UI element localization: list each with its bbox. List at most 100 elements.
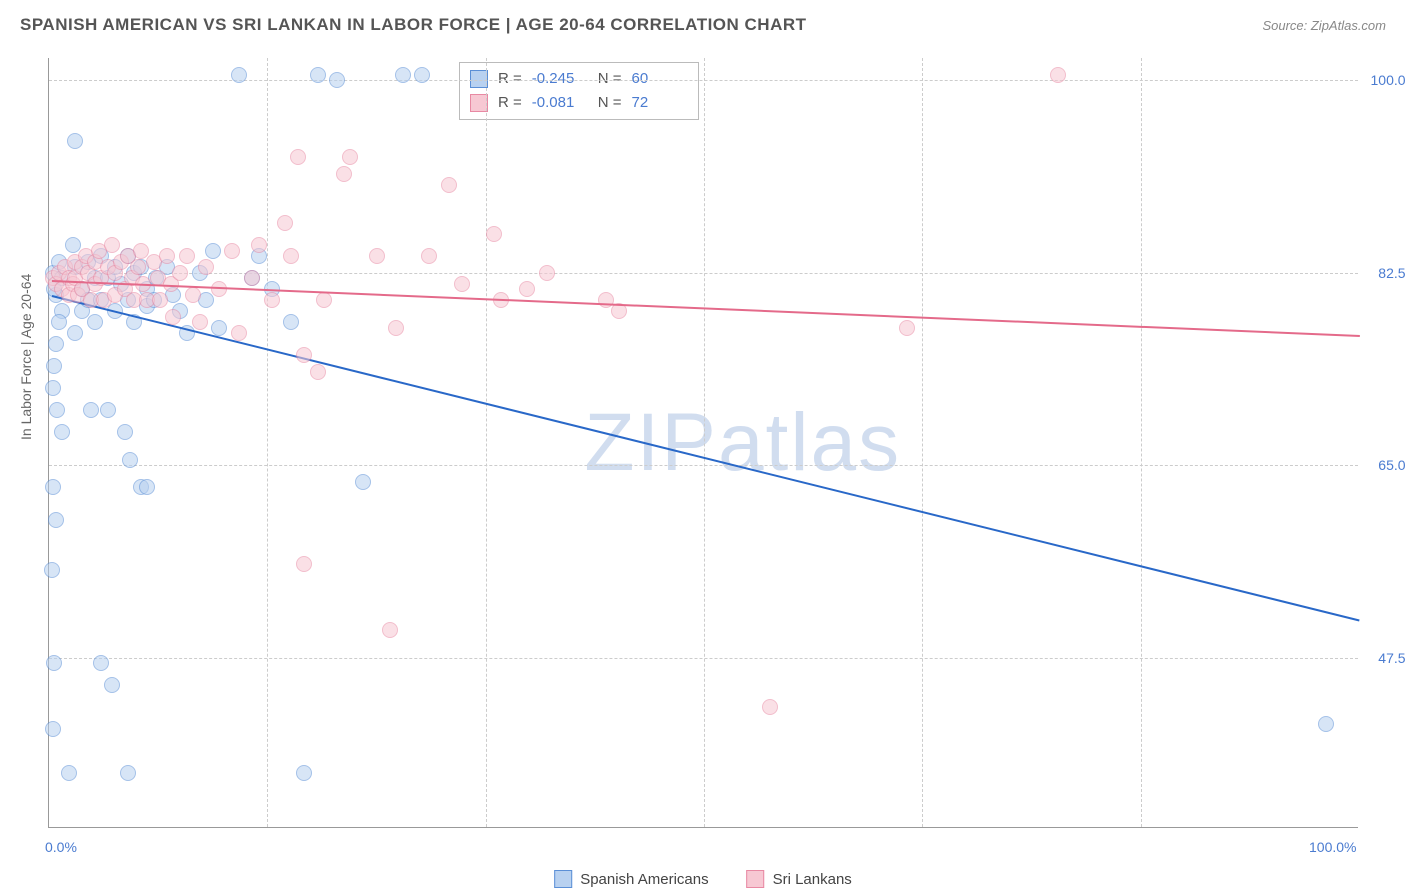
- n-label: N =: [598, 91, 622, 115]
- legend-row-srilankan: R = -0.081 N = 72: [470, 91, 688, 115]
- watermark: ZIPatlas: [584, 396, 901, 490]
- x-tick-label: 100.0%: [1309, 839, 1356, 855]
- correlation-legend: R = -0.245 N = 60 R = -0.081 N = 72: [459, 62, 699, 120]
- scatter-point-spanish: [231, 67, 247, 83]
- scatter-point-srilankan: [388, 320, 404, 336]
- scatter-point-srilankan: [899, 320, 915, 336]
- n-value-spanish: 60: [632, 67, 688, 91]
- scatter-point-srilankan: [519, 281, 535, 297]
- scatter-point-spanish: [283, 314, 299, 330]
- trend-line-srilankan: [52, 280, 1359, 337]
- trend-line-spanish: [51, 295, 1359, 621]
- y-tick-label: 47.5%: [1363, 650, 1406, 666]
- scatter-point-srilankan: [198, 259, 214, 275]
- scatter-point-srilankan: [539, 265, 555, 281]
- legend-label-srilankan: Sri Lankans: [773, 871, 852, 888]
- chart-title: SPANISH AMERICAN VS SRI LANKAN IN LABOR …: [20, 15, 807, 35]
- scatter-point-spanish: [45, 380, 61, 396]
- scatter-point-srilankan: [264, 292, 280, 308]
- scatter-point-srilankan: [441, 177, 457, 193]
- swatch-spanish: [554, 870, 572, 888]
- scatter-point-srilankan: [165, 309, 181, 325]
- scatter-point-spanish: [45, 479, 61, 495]
- scatter-point-srilankan: [231, 325, 247, 341]
- scatter-point-srilankan: [369, 248, 385, 264]
- scatter-point-spanish: [100, 402, 116, 418]
- scatter-point-srilankan: [152, 292, 168, 308]
- scatter-point-spanish: [49, 402, 65, 418]
- scatter-point-srilankan: [486, 226, 502, 242]
- scatter-point-srilankan: [336, 166, 352, 182]
- scatter-point-srilankan: [224, 243, 240, 259]
- x-tick-label: 0.0%: [45, 839, 77, 855]
- series-legend: Spanish Americans Sri Lankans: [554, 870, 852, 888]
- scatter-point-spanish: [54, 424, 70, 440]
- scatter-point-spanish: [48, 512, 64, 528]
- scatter-point-srilankan: [179, 248, 195, 264]
- legend-item-spanish: Spanish Americans: [554, 870, 708, 888]
- legend-label-spanish: Spanish Americans: [580, 871, 708, 888]
- scatter-point-spanish: [61, 765, 77, 781]
- scatter-point-srilankan: [283, 248, 299, 264]
- n-value-srilankan: 72: [632, 91, 688, 115]
- source-name: ZipAtlas.com: [1311, 18, 1386, 33]
- scatter-chart: ZIPatlas R = -0.245 N = 60 R = -0.081 N …: [48, 58, 1358, 828]
- scatter-point-spanish: [414, 67, 430, 83]
- scatter-point-spanish: [355, 474, 371, 490]
- scatter-point-srilankan: [310, 364, 326, 380]
- scatter-point-spanish: [44, 562, 60, 578]
- watermark-thin: atlas: [718, 397, 901, 488]
- scatter-point-srilankan: [192, 314, 208, 330]
- scatter-point-spanish: [45, 721, 61, 737]
- scatter-point-spanish: [46, 358, 62, 374]
- scatter-point-srilankan: [185, 287, 201, 303]
- scatter-point-srilankan: [1050, 67, 1066, 83]
- scatter-point-spanish: [83, 402, 99, 418]
- scatter-point-srilankan: [762, 699, 778, 715]
- source-prefix: Source:: [1262, 18, 1310, 33]
- scatter-point-spanish: [48, 336, 64, 352]
- chart-header: SPANISH AMERICAN VS SRI LANKAN IN LABOR …: [0, 0, 1406, 50]
- scatter-point-srilankan: [342, 149, 358, 165]
- watermark-bold: ZIP: [584, 397, 718, 488]
- source-attribution: Source: ZipAtlas.com: [1262, 18, 1386, 33]
- n-label: N =: [598, 67, 622, 91]
- scatter-point-srilankan: [159, 248, 175, 264]
- r-label: R =: [498, 67, 522, 91]
- scatter-point-srilankan: [316, 292, 332, 308]
- gridline-vertical: [267, 58, 268, 827]
- gridline-vertical: [922, 58, 923, 827]
- scatter-point-spanish: [329, 72, 345, 88]
- scatter-point-spanish: [122, 452, 138, 468]
- scatter-point-spanish: [93, 655, 109, 671]
- scatter-point-spanish: [310, 67, 326, 83]
- scatter-point-srilankan: [277, 215, 293, 231]
- r-label: R =: [498, 91, 522, 115]
- scatter-point-spanish: [395, 67, 411, 83]
- y-axis-label: In Labor Force | Age 20-64: [18, 274, 34, 440]
- scatter-point-spanish: [120, 765, 136, 781]
- gridline-vertical: [1141, 58, 1142, 827]
- scatter-point-srilankan: [104, 237, 120, 253]
- scatter-point-spanish: [87, 314, 103, 330]
- scatter-point-srilankan: [421, 248, 437, 264]
- y-tick-label: 82.5%: [1363, 265, 1406, 281]
- scatter-point-srilankan: [296, 556, 312, 572]
- swatch-srilankan: [747, 870, 765, 888]
- legend-item-srilankan: Sri Lankans: [747, 870, 852, 888]
- scatter-point-srilankan: [130, 259, 146, 275]
- scatter-point-spanish: [139, 479, 155, 495]
- gridline-vertical: [704, 58, 705, 827]
- scatter-point-srilankan: [382, 622, 398, 638]
- r-value-srilankan: -0.081: [532, 91, 588, 115]
- scatter-point-srilankan: [290, 149, 306, 165]
- scatter-point-spanish: [67, 133, 83, 149]
- scatter-point-spanish: [51, 314, 67, 330]
- scatter-point-spanish: [205, 243, 221, 259]
- scatter-point-spanish: [296, 765, 312, 781]
- y-tick-label: 65.0%: [1363, 457, 1406, 473]
- gridline-vertical: [486, 58, 487, 827]
- scatter-point-spanish: [117, 424, 133, 440]
- scatter-point-spanish: [211, 320, 227, 336]
- y-tick-label: 100.0%: [1363, 72, 1406, 88]
